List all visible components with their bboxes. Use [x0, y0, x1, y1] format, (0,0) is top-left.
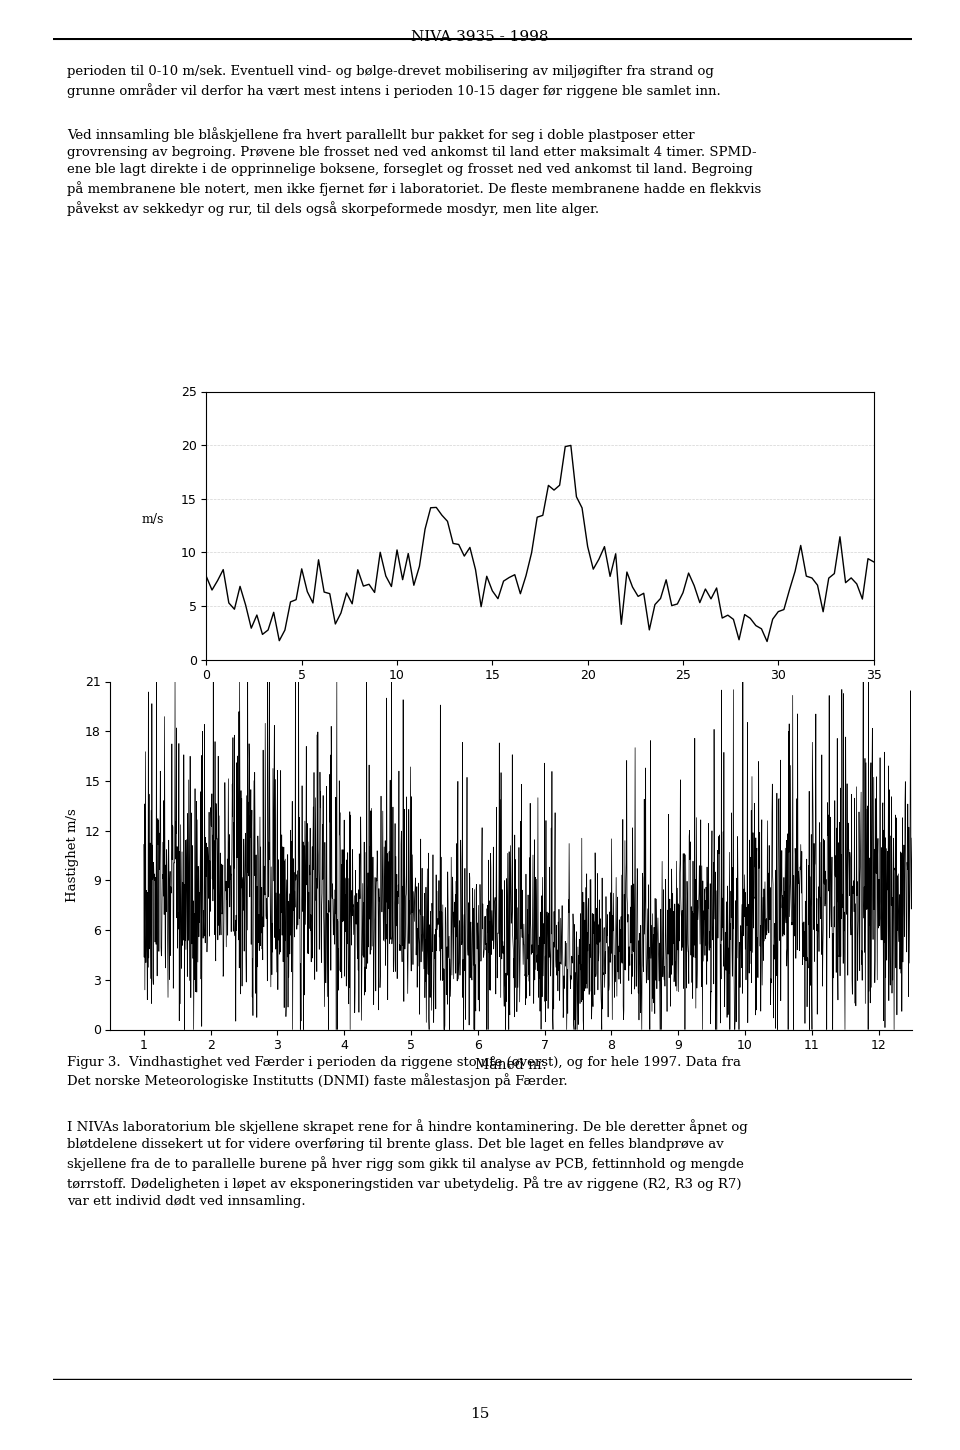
Text: I NIVAs laboratorium ble skjellene skrapet rene for å hindre kontaminering. De b: I NIVAs laboratorium ble skjellene skrap… [67, 1119, 748, 1208]
Text: NIVA 3935 - 1998: NIVA 3935 - 1998 [411, 30, 549, 45]
X-axis label: Dag nr: Dag nr [516, 689, 564, 702]
Text: Ved innsamling ble blåskjellene fra hvert parallellt bur pakket for seg i doble : Ved innsamling ble blåskjellene fra hver… [67, 128, 761, 216]
Text: Figur 3.  Vindhastighet ved Færder i perioden da riggene sto ute (øverst), og fo: Figur 3. Vindhastighet ved Færder i peri… [67, 1056, 741, 1088]
Y-axis label: m/s: m/s [142, 513, 164, 526]
Y-axis label: Hastighet m/s: Hastighet m/s [66, 809, 80, 902]
Text: 15: 15 [470, 1406, 490, 1421]
Text: perioden til 0-10 m/sek. Eventuell vind- og bølge-drevet mobilisering av miljøgi: perioden til 0-10 m/sek. Eventuell vind-… [67, 65, 721, 99]
X-axis label: Måned nr.: Måned nr. [475, 1058, 547, 1072]
